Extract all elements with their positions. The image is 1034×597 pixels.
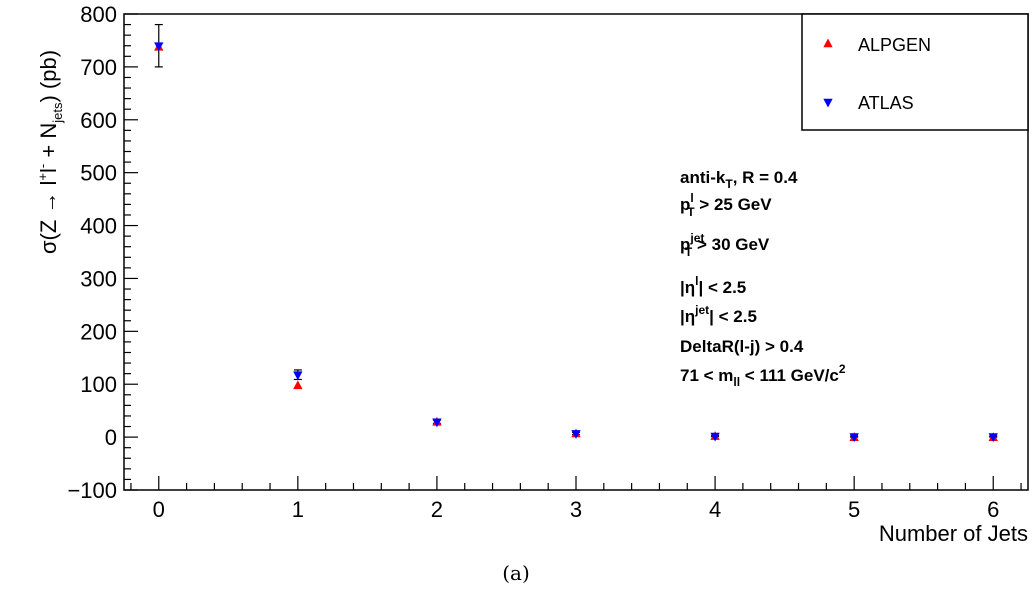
figure-caption: (a) [502,561,530,585]
atlas-point [571,430,581,439]
atlas-point [432,418,442,428]
legend-marker-alpgen [823,38,833,48]
x-tick-label: 3 [570,497,582,522]
data-markers [154,41,998,443]
y-tick-label: 600 [80,108,117,133]
cut-annotation: DeltaR(l-j) > 0.4 [680,337,804,356]
cut-annotation: pjet T > 30 GeV [680,231,770,259]
cut-annotation: |ηjet| < 2.5 [680,303,757,326]
legend-marker-atlas [823,98,833,108]
atlas-point [293,371,303,381]
cut-annotation: 71 < mll < 111 GeV/c2 [680,362,846,389]
y-axis-label: σ(Z → l+l- + Njets) (pb) [35,50,65,254]
legend-label-atlas: ATLAS [858,93,914,113]
legend: ALPGEN ATLAS [801,13,1029,131]
y-tick-label: 500 [80,161,117,186]
y-axis-ticks [124,13,138,491]
x-axis-tick-labels: 0 1 2 3 4 5 6 [153,497,1000,522]
legend-label-alpgen: ALPGEN [858,35,931,55]
cut-annotations: anti-kT, R = 0.4pl T > 25 GeV pjet T > 30 G… [680,168,846,389]
y-tick-label: 800 [80,2,117,27]
atlas-point [710,432,720,442]
y-tick-label: −100 [67,478,117,503]
atlas-point [988,433,998,443]
y-tick-label: 300 [80,266,117,291]
x-tick-label: 2 [431,497,443,522]
alpgen-point [293,380,303,390]
cut-annotation: |ηl| < 2.5 [680,274,746,297]
x-tick-label: 1 [292,497,304,522]
cut-annotation: anti-kT, R = 0.4 [680,168,798,191]
atlas-point [154,42,164,52]
atlas-point [849,433,859,443]
y-tick-label: 100 [80,372,117,397]
legend-entries: ALPGEN ATLAS [823,35,931,113]
x-tick-label: 6 [987,497,999,522]
legend-box [801,13,1029,131]
y-tick-label: 200 [80,319,117,344]
y-axis-tick-labels: −100 0 100 200 300 400 500 600 700 800 [67,2,117,503]
x-tick-label: 0 [153,497,165,522]
x-tick-label: 4 [709,497,721,522]
y-tick-label: 400 [80,214,117,239]
x-tick-label: 5 [848,497,860,522]
cut-annotation: pl T > 25 GeV [680,191,772,219]
x-axis-ticks [130,476,1022,490]
y-tick-label: 700 [80,55,117,80]
y-tick-label: 0 [105,425,117,450]
x-axis-label: Number of Jets [879,521,1028,546]
